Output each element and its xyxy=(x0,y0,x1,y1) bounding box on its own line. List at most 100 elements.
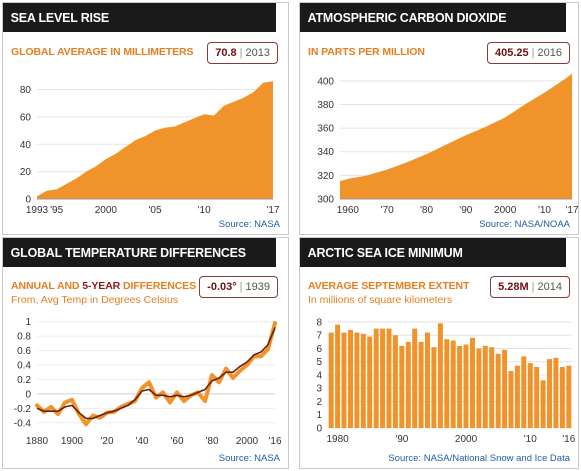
y-tick-label: 40 xyxy=(20,140,32,151)
x-tick-label: '90 xyxy=(459,205,472,216)
ice-bar xyxy=(437,323,443,428)
panel-subtitle: GLOBAL AVERAGE IN MILLIMETERS xyxy=(11,46,194,58)
y-tick-label: -0.2 xyxy=(14,404,32,415)
panel-subtitle: IN PARTS PER MILLION xyxy=(308,46,425,58)
y-tick-label: -0.4 xyxy=(14,418,32,429)
co2-chart: 300 320 340 360 380 400 1960 '70 '80 '90 2000 '10 '1… xyxy=(317,73,578,216)
x-tick-label: 1900 xyxy=(61,436,84,447)
ice-bar xyxy=(502,349,508,428)
x-tick-label: 1960 xyxy=(337,205,360,216)
source-label: Source: NASA/National Snow and Ice Data xyxy=(388,453,570,464)
badge-year: 2016 xyxy=(537,47,562,59)
ice-bar xyxy=(431,347,437,428)
panel-subtitle-secondary: In millions of square kilometers xyxy=(308,294,453,306)
ice-bar xyxy=(373,328,379,428)
five-year-series-line xyxy=(36,327,276,420)
ice-bar xyxy=(457,345,463,428)
arctic-ice-panel: ARCTIC SEA ICE MINIMUM AVERAGE SEPTEMBER… xyxy=(299,237,579,469)
y-tick-label: 0.4 xyxy=(17,360,31,371)
source-label: Source: NASA/NOAA xyxy=(479,219,570,230)
y-tick-label: 0 xyxy=(316,424,322,435)
y-tick-label: 3 xyxy=(316,384,322,395)
ice-bar xyxy=(380,328,386,428)
x-tick-label: '10 xyxy=(198,205,211,216)
ice-bar xyxy=(527,363,533,428)
source-label: Source: NASA xyxy=(218,453,280,464)
badge-value: 70.8 xyxy=(215,47,237,59)
badge-value: -0.03° xyxy=(207,281,237,293)
ice-bar xyxy=(463,344,469,428)
sea-level-area xyxy=(37,81,273,199)
ice-bar xyxy=(489,347,495,428)
temperature-panel: GLOBAL TEMPERATURE DIFFERENCES ANNUAL AN… xyxy=(2,237,289,469)
ice-bar xyxy=(335,324,341,428)
ice-bar xyxy=(476,348,482,428)
y-tick-label: 0.6 xyxy=(17,346,31,357)
panel-title: GLOBAL TEMPERATURE DIFFERENCES xyxy=(3,238,276,267)
x-tick-label: '70 xyxy=(381,205,394,216)
value-badge: -0.03° | 1939 xyxy=(199,276,278,298)
x-tick-label: '10 xyxy=(538,205,551,216)
ice-bar xyxy=(553,357,559,428)
ice-bar xyxy=(514,365,520,428)
y-tick-label: 8 xyxy=(316,317,322,328)
co2-panel: ATMOSPHERIC CARBON DIOXIDE IN PARTS PER … xyxy=(299,2,579,235)
y-tick-label: 320 xyxy=(317,171,334,182)
value-badge: 5.28M | 2014 xyxy=(490,276,570,298)
y-tick-label: 7 xyxy=(316,331,322,342)
y-tick-label: 0 xyxy=(25,389,31,400)
badge-value: 405.25 xyxy=(495,47,529,59)
ice-bar xyxy=(470,337,475,428)
ice-bar xyxy=(354,332,360,428)
ice-bar xyxy=(418,341,424,428)
ice-bar xyxy=(508,371,514,428)
x-tick-label: '16 xyxy=(562,434,575,445)
x-tick-label: '60 xyxy=(170,436,183,447)
ice-bar xyxy=(482,345,488,428)
ice-bar xyxy=(412,328,418,428)
y-tick-label: 5 xyxy=(316,357,322,368)
x-tick-label: '05 xyxy=(148,205,161,216)
panel-title: ATMOSPHERIC CARBON DIOXIDE xyxy=(300,3,566,32)
arctic-ice-chart: 0 1 2 3 4 5 6 7 8 1980 '90 2000 '10 '16 xyxy=(316,317,575,445)
x-tick-label: 2000 xyxy=(236,436,259,447)
x-tick-label: '17 xyxy=(565,205,578,216)
co2-area xyxy=(340,73,572,199)
sea-level-chart: 0 20 40 60 80 1993'95 2000 '05 '10 '17 xyxy=(20,81,280,216)
y-tick-label: 0.8 xyxy=(17,332,31,343)
ice-bar xyxy=(534,367,540,428)
ice-bar xyxy=(425,332,430,428)
x-tick-label: '20 xyxy=(100,436,113,447)
y-tick-label: 340 xyxy=(317,147,334,158)
ice-bar xyxy=(386,328,392,428)
x-tick-label: 2000 xyxy=(455,434,478,445)
ice-bar xyxy=(341,332,347,428)
panel-subtitle-secondary: From, Avg Temp in Degrees Celsius xyxy=(11,294,179,306)
ice-bar xyxy=(566,365,572,428)
ice-bar xyxy=(360,333,366,428)
y-tick-label: 2 xyxy=(316,397,322,408)
y-tick-label: 0.2 xyxy=(17,375,31,386)
panel-title: SEA LEVEL RISE xyxy=(3,3,276,32)
y-tick-label: 6 xyxy=(316,344,322,355)
ice-bar xyxy=(328,332,334,428)
value-badge: 405.25 | 2016 xyxy=(487,42,570,64)
source-label: Source: NASA xyxy=(218,219,280,230)
ice-bar xyxy=(450,340,456,428)
badge-year: 2013 xyxy=(245,47,270,59)
x-tick-label: '40 xyxy=(135,436,148,447)
badge-year: 2014 xyxy=(537,281,562,293)
y-tick-label: 1 xyxy=(25,317,31,328)
ice-bar xyxy=(392,335,398,428)
x-tick-label: 2000 xyxy=(95,205,118,216)
x-tick-label: '10 xyxy=(524,434,537,445)
y-tick-label: 4 xyxy=(316,370,322,381)
x-tick-label: '80 xyxy=(420,205,433,216)
value-badge: 70.8 | 2013 xyxy=(207,42,278,64)
ice-bar xyxy=(547,359,552,428)
panel-subtitle: AVERAGE SEPTEMBER EXTENT xyxy=(308,280,470,292)
badge-value: 5.28M xyxy=(498,281,529,293)
y-tick-label: 0 xyxy=(25,195,31,206)
ice-bar xyxy=(348,329,353,428)
x-tick-label: '90 xyxy=(395,434,408,445)
